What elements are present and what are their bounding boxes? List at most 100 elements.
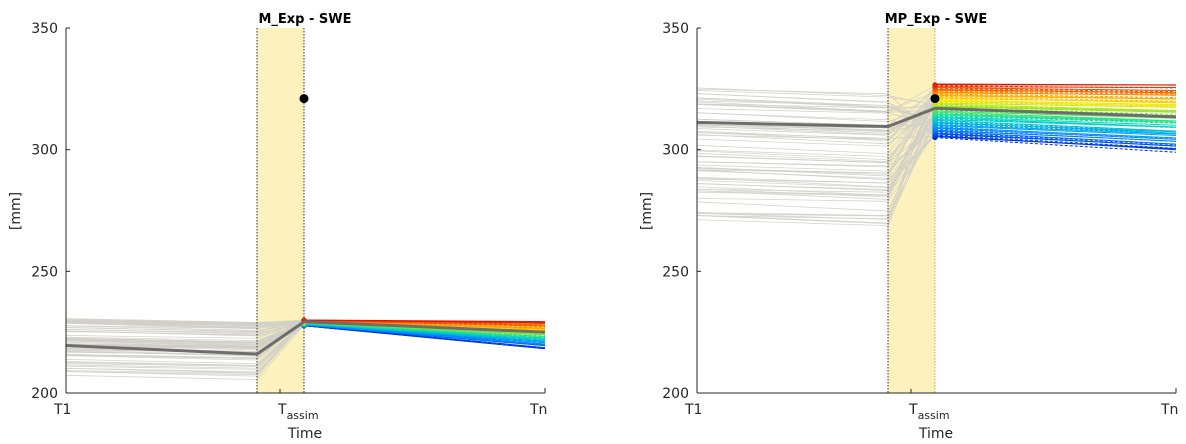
x-tick-label: Tassim xyxy=(277,402,319,422)
x-tick-label: T1 xyxy=(53,402,71,418)
y-tick-label: 200 xyxy=(31,386,58,402)
posterior-member-line xyxy=(303,324,546,345)
mean-prior-line xyxy=(696,106,936,129)
posterior-member-line xyxy=(934,130,1177,145)
posterior-member-line xyxy=(934,137,1177,153)
observation-point xyxy=(299,94,309,104)
chart-title: M_Exp - SWE xyxy=(258,12,351,27)
mean-posterior-line xyxy=(934,106,1177,119)
assim-window xyxy=(888,28,935,393)
posterior-member-line xyxy=(934,100,1177,107)
posterior-member-line xyxy=(934,125,1177,136)
posterior-member-line xyxy=(934,103,1177,112)
posterior-member-line xyxy=(934,120,1177,133)
posterior-member-line xyxy=(934,110,1177,119)
posterior-member-line xyxy=(934,91,1177,96)
posterior-member-line xyxy=(934,115,1177,124)
y-tick-label: 300 xyxy=(31,143,58,159)
posterior-member-line xyxy=(934,94,1177,100)
prior-member-line xyxy=(65,325,305,367)
prior-member-line xyxy=(696,107,936,227)
prior-member-line xyxy=(696,88,936,137)
posterior-member-line xyxy=(934,117,1177,129)
y-axis-label: [mm] xyxy=(8,192,24,230)
posterior-member-point xyxy=(932,82,938,88)
posterior-member-line xyxy=(934,96,1177,102)
posterior-member-line xyxy=(934,112,1177,123)
posterior-member-line xyxy=(934,128,1177,142)
prior-member-line xyxy=(65,319,305,328)
prior-member-line xyxy=(696,86,936,136)
prior-member-line xyxy=(696,133,936,202)
prior-member-line xyxy=(696,117,936,220)
posterior-member-line xyxy=(934,88,1177,94)
posterior-member-line xyxy=(934,106,1177,113)
posterior-member-line xyxy=(303,319,546,323)
prior-member-line xyxy=(696,114,936,176)
panel-right: 200 250 300 350 T1 Tassim Tn Time [mm] MP_E… xyxy=(639,12,1178,442)
posterior-member-line xyxy=(934,121,1177,134)
posterior-member-line xyxy=(934,98,1177,106)
mean-posterior-line xyxy=(303,320,546,334)
x-ticks: T1 Tassim Tn xyxy=(53,388,547,422)
prior-member-line xyxy=(696,114,936,184)
x-tick-label: Tn xyxy=(529,402,547,418)
posterior-member-line xyxy=(934,116,1177,126)
posterior-member-line xyxy=(934,111,1177,122)
posterior-member-line xyxy=(934,126,1177,140)
panel-left: 200 250 300 350 T1 Tassim Tn Time [mm] M_Ex… xyxy=(8,12,547,442)
posterior-member-line xyxy=(934,119,1177,132)
posterior-member-line xyxy=(934,132,1177,147)
posterior-member-line xyxy=(934,102,1177,108)
posterior-ensemble xyxy=(934,83,1177,153)
y-ticks: 200 250 300 350 xyxy=(662,21,701,402)
mean-prior-line xyxy=(65,320,305,356)
x-axis-label: Time xyxy=(918,426,953,442)
y-tick-label: 350 xyxy=(662,21,689,37)
y-tick-label: 300 xyxy=(662,143,689,159)
prior-member-line xyxy=(696,97,936,132)
y-ticks: 200 250 300 350 xyxy=(31,21,70,402)
prior-member-line xyxy=(696,94,936,161)
y-tick-label: 250 xyxy=(662,264,689,280)
x-axis-label: Time xyxy=(287,426,322,442)
posterior-member-line xyxy=(934,124,1177,135)
posterior-member-line xyxy=(934,134,1177,149)
posterior-member-line xyxy=(934,87,1177,92)
y-tick-label: 200 xyxy=(662,386,689,402)
prior-member-line xyxy=(65,319,305,347)
posterior-member-line xyxy=(934,83,1177,86)
prior-member-line xyxy=(696,120,936,133)
prior-member-line xyxy=(696,126,936,190)
prior-member-line xyxy=(65,321,305,335)
posterior-member-line xyxy=(934,97,1177,104)
prior-member-line xyxy=(696,93,936,138)
posterior-member-line xyxy=(934,93,1177,99)
prior-member-line xyxy=(696,101,936,112)
posterior-member-line xyxy=(934,85,1177,89)
x-tick-label: Tn xyxy=(1160,402,1178,418)
prior-member-line xyxy=(696,100,936,196)
prior-member-line xyxy=(65,322,305,331)
observation-point xyxy=(930,94,940,104)
x-ticks: T1 Tassim Tn xyxy=(684,388,1178,422)
y-axis-label: [mm] xyxy=(639,192,655,230)
posterior-member-line xyxy=(934,105,1177,112)
posterior-member-line xyxy=(934,90,1177,95)
posterior-member-line xyxy=(934,127,1177,140)
prior-member-line xyxy=(696,135,936,181)
prior-member-line xyxy=(696,112,936,133)
prior-member-line xyxy=(696,92,936,142)
prior-member-line xyxy=(65,321,305,370)
x-tick-label: T1 xyxy=(684,402,702,418)
posterior-points xyxy=(932,82,938,141)
y-tick-label: 350 xyxy=(31,21,58,37)
posterior-member-line xyxy=(934,135,1177,151)
posterior-member-line xyxy=(934,131,1177,146)
x-tick-label: Tassim xyxy=(908,402,950,422)
chart-title: MP_Exp - SWE xyxy=(885,12,988,27)
posterior-member-line xyxy=(934,117,1177,128)
posterior-member-line xyxy=(934,88,1177,93)
y-tick-label: 250 xyxy=(31,264,58,280)
